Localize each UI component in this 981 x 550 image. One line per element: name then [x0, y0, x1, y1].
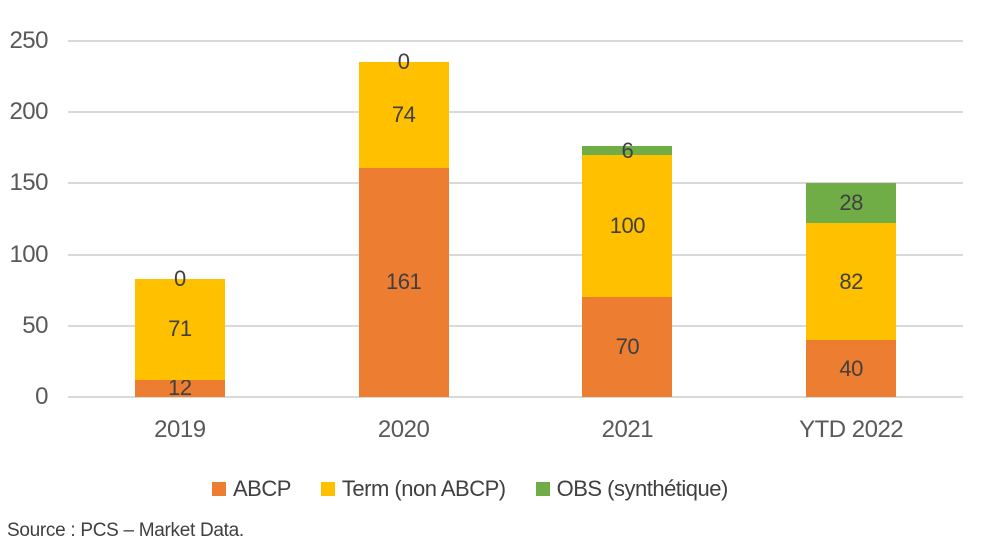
legend-swatch-abcp: [212, 482, 226, 496]
x-axis-label-ytd-2022: YTD 2022: [799, 416, 904, 443]
data-label-term-non-abcp-ytd-2022: 82: [839, 268, 863, 294]
bar-segment-abcp-2019: [134, 379, 225, 397]
bar-segment-obs-synth-tique-ytd-2022: [806, 183, 897, 224]
bar-segment-term-non-abcp-2021: [582, 154, 673, 298]
x-axis-label-2019: 2019: [154, 416, 206, 443]
bar-segment-abcp-2020: [358, 167, 449, 397]
data-label-abcp-2020: 161: [386, 269, 422, 295]
gridline-100: [68, 253, 963, 256]
gridline-150: [68, 182, 963, 185]
bar-segment-abcp-ytd-2022: [806, 340, 897, 397]
y-axis-tick-0: 0: [35, 383, 48, 410]
gridline-50: [68, 324, 963, 327]
bar-segment-term-non-abcp-2019: [134, 278, 225, 380]
data-label-obs-synth-tique-2019: 0: [174, 265, 186, 291]
y-axis-tick-250: 250: [9, 27, 48, 54]
bar-segment-obs-synth-tique-2021: [582, 146, 673, 155]
gridline-250: [68, 40, 963, 42]
legend: ABCP Term (non ABCP) OBS (synthétique): [212, 476, 728, 502]
source-note: Source : PCS – Market Data.: [7, 520, 244, 541]
legend-label-term-non-abcp: Term (non ABCP): [341, 476, 506, 501]
data-label-abcp-2021: 70: [615, 334, 640, 360]
gridline-200: [68, 111, 963, 114]
data-label-obs-synth-tique-ytd-2022: 28: [839, 190, 863, 216]
y-axis-tick-150: 150: [9, 169, 48, 197]
data-label-term-non-abcp-2019: 71: [168, 316, 192, 342]
legend-item-abcp: ABCP: [212, 476, 291, 502]
legend-swatch-obs-synth-tique: [535, 482, 550, 496]
legend-swatch-term-non-abcp: [320, 482, 335, 496]
data-label-obs-synth-tique-2021: 6: [621, 137, 634, 163]
data-label-abcp-2019: 12: [168, 375, 192, 401]
x-axis-label-2021: 2021: [601, 416, 654, 443]
legend-item-obs-synth-tique: OBS (synthétique): [535, 476, 729, 502]
bar-segment-term-non-abcp-ytd-2022: [806, 223, 897, 341]
legend-item-term-non-abcp: Term (non ABCP): [320, 476, 506, 502]
bar-segment-abcp-2021: [582, 297, 673, 397]
y-axis-tick-100: 100: [9, 240, 48, 268]
x-axis-label-2020: 2020: [377, 416, 430, 443]
legend-label-abcp: ABCP: [233, 476, 291, 501]
y-axis-tick-50: 50: [22, 311, 48, 339]
data-label-abcp-ytd-2022: 40: [839, 355, 863, 381]
legend-label-obs-synth-tique: OBS (synthétique): [556, 476, 729, 501]
bar-segment-term-non-abcp-2020: [358, 62, 449, 168]
data-label-obs-synth-tique-2020: 0: [397, 49, 410, 75]
y-axis-tick-200: 200: [9, 98, 48, 126]
gridline-0: [68, 396, 963, 398]
data-label-term-non-abcp-2020: 74: [391, 102, 416, 128]
data-label-term-non-abcp-2021: 100: [609, 213, 646, 239]
